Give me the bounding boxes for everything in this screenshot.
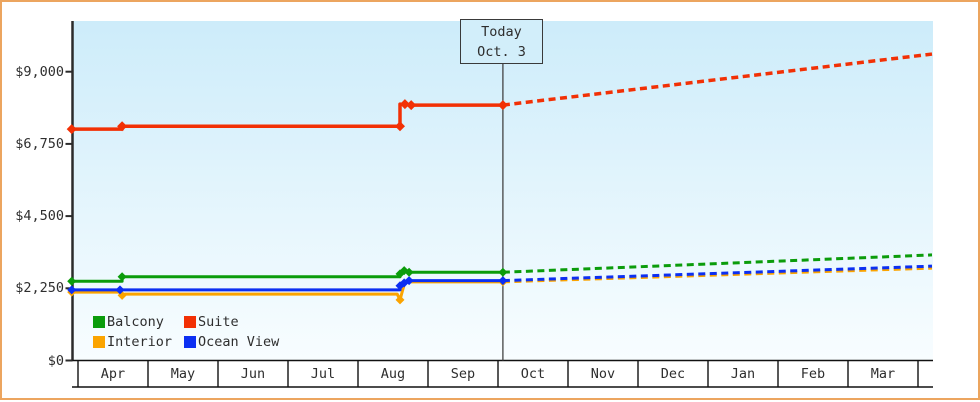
legend-item-balcony[interactable]: Balcony — [93, 315, 184, 329]
legend-swatch-ocean-view — [184, 336, 196, 348]
legend-item-suite[interactable]: Suite — [184, 315, 279, 329]
series-ocean-view-marker — [67, 285, 77, 295]
series-balcony-marker — [498, 267, 508, 277]
legend-label-interior: Interior — [107, 334, 173, 350]
legend-swatch-interior — [93, 336, 105, 348]
legend-label-balcony: Balcony — [107, 314, 164, 330]
series-layer — [66, 52, 933, 305]
legend-item-interior[interactable]: Interior — [93, 335, 184, 349]
series-ocean-view-projection — [502, 264, 933, 283]
series-suite-marker — [117, 121, 128, 132]
legend-label-suite: Suite — [198, 314, 239, 330]
series-ocean-view-marker — [404, 276, 414, 286]
legend-item-ocean-view[interactable]: Ocean View — [184, 335, 279, 349]
series-suite-marker — [406, 100, 417, 111]
series-interior-marker — [395, 295, 405, 305]
series-suite-marker — [66, 124, 77, 135]
series-balcony-projection — [502, 253, 933, 274]
series-suite-marker — [395, 121, 405, 132]
series-balcony — [67, 253, 933, 286]
series-suite-marker — [399, 99, 410, 110]
series-suite-projection — [502, 52, 933, 107]
series-balcony-marker — [117, 272, 127, 282]
legend-swatch-suite — [184, 316, 196, 328]
legend-swatch-balcony — [93, 316, 105, 328]
series-ocean-view-marker — [115, 285, 125, 295]
series-balcony-marker — [404, 267, 414, 277]
series-suite — [66, 52, 933, 135]
series-suite-marker — [497, 100, 508, 111]
chart-legend: Balcony Suite Interior Ocean View — [93, 315, 279, 349]
legend-label-ocean-view: Ocean View — [198, 334, 280, 350]
series-ocean-view-marker — [498, 276, 508, 286]
series-balcony-marker — [67, 276, 77, 286]
series-ocean-view — [67, 264, 933, 295]
